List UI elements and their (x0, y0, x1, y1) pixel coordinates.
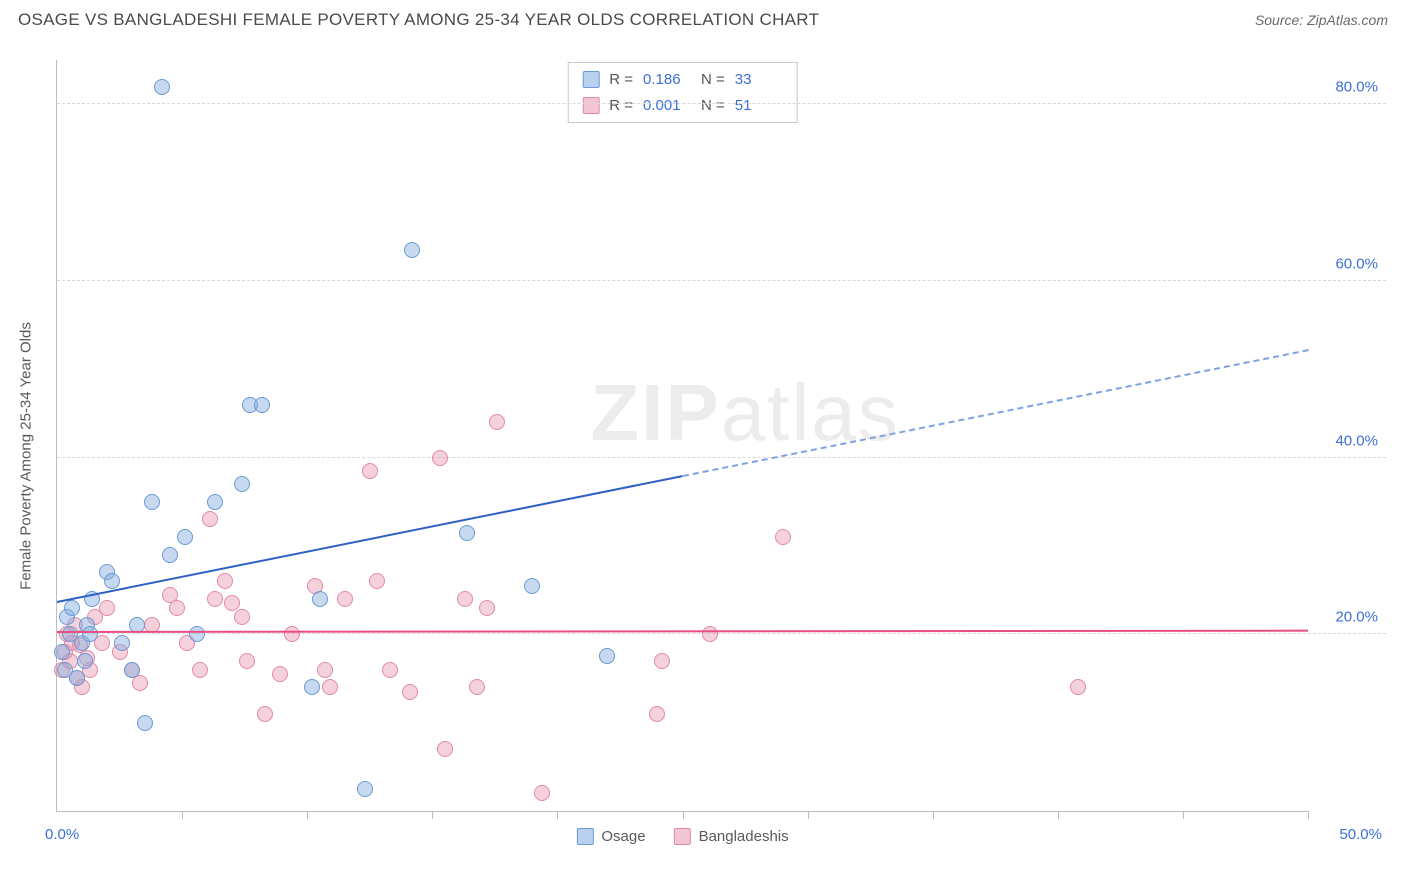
swatch-pink-icon (582, 97, 599, 114)
correlation-legend: R = 0.186 N = 33 R = 0.001 N = 51 (567, 62, 798, 123)
x-tick (1308, 811, 1309, 819)
data-point (654, 653, 670, 669)
data-point (99, 600, 115, 616)
y-tick-label: 60.0% (1335, 255, 1378, 272)
data-point (404, 242, 420, 258)
data-point (382, 662, 398, 678)
data-point (77, 653, 93, 669)
data-point (534, 785, 550, 801)
x-tick-label-min: 0.0% (45, 826, 79, 843)
data-point (154, 79, 170, 95)
data-point (459, 525, 475, 541)
series-legend: Osage Bangladeshis (576, 828, 788, 845)
data-point (1070, 679, 1086, 695)
source-label: Source: ZipAtlas.com (1255, 12, 1388, 28)
data-point (322, 679, 338, 695)
data-point (702, 626, 718, 642)
data-point (257, 706, 273, 722)
data-point (137, 715, 153, 731)
data-point (144, 494, 160, 510)
data-point (234, 476, 250, 492)
x-tick (307, 811, 308, 819)
legend-row-osage: R = 0.186 N = 33 (582, 67, 783, 93)
data-point (104, 573, 120, 589)
trend-line (682, 350, 1308, 478)
chart-container: Female Poverty Among 25-34 Year Olds ZIP… (18, 40, 1388, 872)
data-point (362, 463, 378, 479)
x-tick (1058, 811, 1059, 819)
y-tick-label: 80.0% (1335, 79, 1378, 96)
data-point (524, 578, 540, 594)
swatch-blue-icon (582, 71, 599, 88)
legend-item-bangladeshis: Bangladeshis (674, 828, 789, 845)
data-point (469, 679, 485, 695)
data-point (369, 573, 385, 589)
data-point (54, 644, 70, 660)
x-tick (933, 811, 934, 819)
gridline (57, 280, 1386, 281)
data-point (254, 397, 270, 413)
gridline (57, 103, 1386, 104)
data-point (304, 679, 320, 695)
data-point (177, 529, 193, 545)
legend-row-bangladeshis: R = 0.001 N = 51 (582, 93, 783, 119)
x-tick-label-max: 50.0% (1339, 826, 1382, 843)
swatch-pink-icon (674, 828, 691, 845)
gridline (57, 457, 1386, 458)
data-point (432, 450, 448, 466)
x-tick (1183, 811, 1184, 819)
swatch-blue-icon (576, 828, 593, 845)
data-point (489, 414, 505, 430)
data-point (207, 591, 223, 607)
legend-item-osage: Osage (576, 828, 645, 845)
data-point (284, 626, 300, 642)
x-tick (182, 811, 183, 819)
data-point (357, 781, 373, 797)
data-point (402, 684, 418, 700)
data-point (239, 653, 255, 669)
data-point (162, 547, 178, 563)
data-point (202, 511, 218, 527)
data-point (82, 626, 98, 642)
watermark: ZIPatlas (590, 367, 899, 459)
data-point (169, 600, 185, 616)
data-point (234, 609, 250, 625)
data-point (317, 662, 333, 678)
x-tick (432, 811, 433, 819)
data-point (192, 662, 208, 678)
data-point (124, 662, 140, 678)
data-point (312, 591, 328, 607)
data-point (69, 670, 85, 686)
data-point (479, 600, 495, 616)
x-tick (683, 811, 684, 819)
data-point (64, 600, 80, 616)
data-point (189, 626, 205, 642)
data-point (272, 666, 288, 682)
y-tick-label: 20.0% (1335, 609, 1378, 626)
chart-title: OSAGE VS BANGLADESHI FEMALE POVERTY AMON… (18, 10, 819, 30)
data-point (457, 591, 473, 607)
data-point (649, 706, 665, 722)
y-tick-label: 40.0% (1335, 432, 1378, 449)
gridline (57, 633, 1386, 634)
data-point (599, 648, 615, 664)
plot-area: ZIPatlas R = 0.186 N = 33 R = 0.001 N = … (56, 60, 1308, 812)
data-point (337, 591, 353, 607)
data-point (437, 741, 453, 757)
data-point (217, 573, 233, 589)
data-point (207, 494, 223, 510)
x-tick (808, 811, 809, 819)
data-point (114, 635, 130, 651)
y-axis-label: Female Poverty Among 25-34 Year Olds (18, 322, 35, 590)
data-point (775, 529, 791, 545)
x-tick (557, 811, 558, 819)
